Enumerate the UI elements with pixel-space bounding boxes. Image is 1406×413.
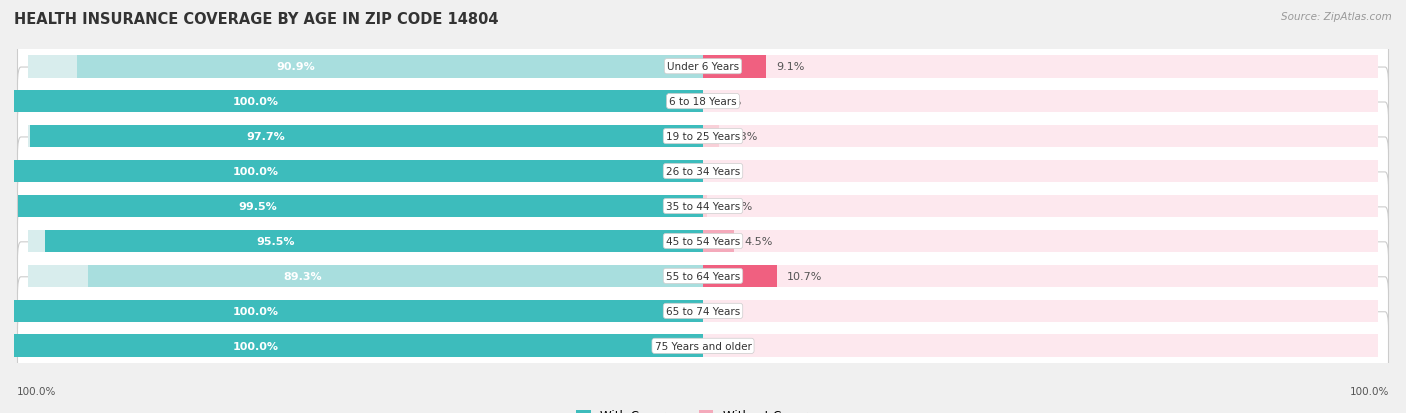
FancyBboxPatch shape <box>28 230 703 253</box>
FancyBboxPatch shape <box>703 126 1378 148</box>
Text: 100.0%: 100.0% <box>232 341 278 351</box>
FancyBboxPatch shape <box>703 230 734 253</box>
Text: 97.7%: 97.7% <box>246 132 285 142</box>
Text: 99.5%: 99.5% <box>238 202 277 211</box>
Text: 35 to 44 Years: 35 to 44 Years <box>666 202 740 211</box>
Text: 65 to 74 Years: 65 to 74 Years <box>666 306 740 316</box>
FancyBboxPatch shape <box>14 300 703 323</box>
FancyBboxPatch shape <box>17 277 1389 345</box>
FancyBboxPatch shape <box>703 195 1378 218</box>
FancyBboxPatch shape <box>28 90 703 113</box>
Text: 100.0%: 100.0% <box>17 387 56 396</box>
FancyBboxPatch shape <box>30 126 703 148</box>
Text: 19 to 25 Years: 19 to 25 Years <box>666 132 740 142</box>
FancyBboxPatch shape <box>14 335 703 357</box>
Text: 95.5%: 95.5% <box>256 236 295 247</box>
Text: 6 to 18 Years: 6 to 18 Years <box>669 97 737 107</box>
FancyBboxPatch shape <box>703 195 707 218</box>
FancyBboxPatch shape <box>45 230 703 253</box>
FancyBboxPatch shape <box>77 56 703 78</box>
FancyBboxPatch shape <box>17 33 1389 101</box>
Text: 0.53%: 0.53% <box>717 202 752 211</box>
FancyBboxPatch shape <box>703 265 1378 287</box>
Text: 4.5%: 4.5% <box>744 236 773 247</box>
Text: 0.0%: 0.0% <box>713 341 741 351</box>
Text: 55 to 64 Years: 55 to 64 Years <box>666 271 740 281</box>
Text: HEALTH INSURANCE COVERAGE BY AGE IN ZIP CODE 14804: HEALTH INSURANCE COVERAGE BY AGE IN ZIP … <box>14 12 499 27</box>
Text: 9.1%: 9.1% <box>776 62 804 72</box>
Text: 0.0%: 0.0% <box>713 306 741 316</box>
FancyBboxPatch shape <box>17 138 1389 206</box>
FancyBboxPatch shape <box>17 242 1389 310</box>
FancyBboxPatch shape <box>703 126 718 148</box>
FancyBboxPatch shape <box>17 195 703 218</box>
FancyBboxPatch shape <box>28 126 703 148</box>
FancyBboxPatch shape <box>28 56 703 78</box>
FancyBboxPatch shape <box>703 265 776 287</box>
FancyBboxPatch shape <box>703 160 1378 183</box>
FancyBboxPatch shape <box>17 173 1389 240</box>
Text: 89.3%: 89.3% <box>284 271 322 281</box>
Text: Under 6 Years: Under 6 Years <box>666 62 740 72</box>
FancyBboxPatch shape <box>28 160 703 183</box>
Text: 100.0%: 100.0% <box>1350 387 1389 396</box>
Text: 10.7%: 10.7% <box>787 271 823 281</box>
Text: 0.0%: 0.0% <box>713 97 741 107</box>
FancyBboxPatch shape <box>14 90 703 113</box>
FancyBboxPatch shape <box>17 207 1389 275</box>
Text: 100.0%: 100.0% <box>232 166 278 177</box>
FancyBboxPatch shape <box>28 265 703 287</box>
FancyBboxPatch shape <box>17 312 1389 380</box>
FancyBboxPatch shape <box>703 230 1378 253</box>
Text: 2.3%: 2.3% <box>730 132 758 142</box>
FancyBboxPatch shape <box>17 103 1389 171</box>
Text: 45 to 54 Years: 45 to 54 Years <box>666 236 740 247</box>
FancyBboxPatch shape <box>28 335 703 357</box>
FancyBboxPatch shape <box>28 300 703 323</box>
FancyBboxPatch shape <box>703 90 1378 113</box>
Text: 0.0%: 0.0% <box>713 166 741 177</box>
FancyBboxPatch shape <box>17 68 1389 136</box>
Text: 75 Years and older: 75 Years and older <box>655 341 751 351</box>
FancyBboxPatch shape <box>703 56 766 78</box>
Text: 26 to 34 Years: 26 to 34 Years <box>666 166 740 177</box>
Text: 100.0%: 100.0% <box>232 97 278 107</box>
Text: 100.0%: 100.0% <box>232 306 278 316</box>
FancyBboxPatch shape <box>703 335 1378 357</box>
FancyBboxPatch shape <box>14 160 703 183</box>
FancyBboxPatch shape <box>703 300 1378 323</box>
Legend: With Coverage, Without Coverage: With Coverage, Without Coverage <box>572 404 834 413</box>
FancyBboxPatch shape <box>703 56 1378 78</box>
FancyBboxPatch shape <box>87 265 703 287</box>
Text: Source: ZipAtlas.com: Source: ZipAtlas.com <box>1281 12 1392 22</box>
FancyBboxPatch shape <box>28 195 703 218</box>
Text: 90.9%: 90.9% <box>277 62 315 72</box>
